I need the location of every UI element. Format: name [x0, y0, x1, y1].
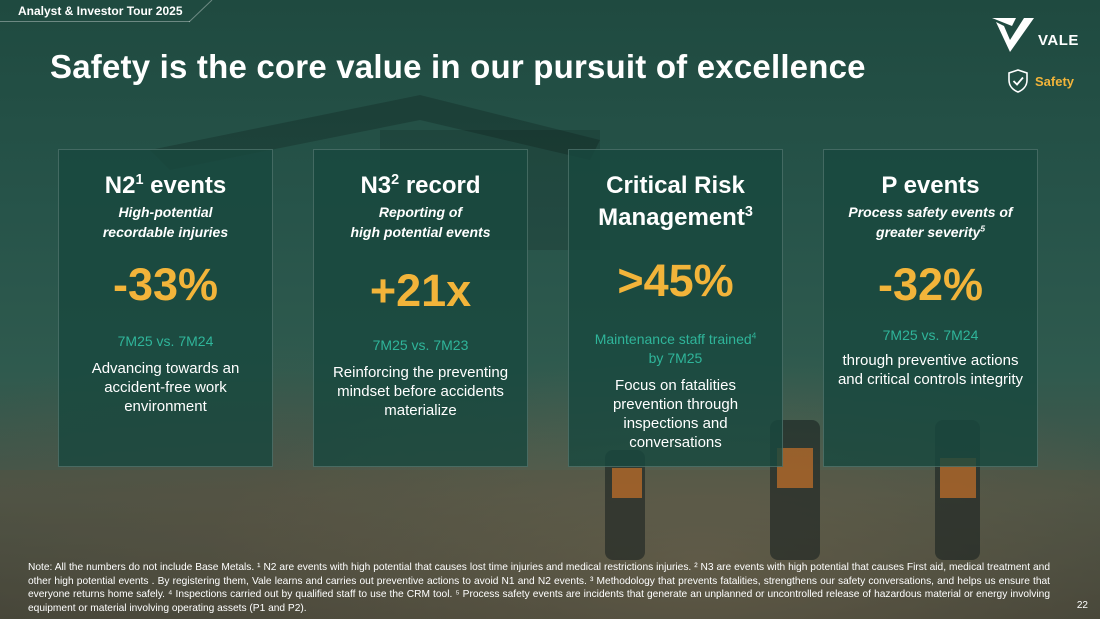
footnote: Note: All the numbers do not include Bas… [28, 562, 1050, 614]
card-value: -33% [112, 259, 219, 310]
card-critical-risk-management: Critical Risk Management3 >45% Maintenanc… [568, 149, 783, 467]
card-title: Critical Risk Management3 [598, 172, 753, 231]
card-value: +21x [369, 265, 472, 316]
card-comparison: Maintenance staff trained4 by 7M25 [594, 330, 757, 366]
section-badge: Safety [1007, 69, 1074, 93]
card-p-events: P events Process safety events of greater… [823, 149, 1038, 467]
card-subtitle: Reporting of high potential events [350, 204, 491, 240]
card-description: Reinforcing the preventing mindset befor… [332, 364, 509, 419]
card-title: N32 record [360, 172, 481, 199]
card-title: N21 events [104, 172, 227, 199]
card-title: P events [881, 172, 980, 199]
event-label: Analyst & Investor Tour 2025 [18, 4, 183, 18]
page-number: 22 [1076, 600, 1088, 611]
card-description: through preventive actions and critical … [837, 352, 1024, 388]
card-value: -32% [877, 259, 984, 310]
shield-check-icon [1008, 69, 1028, 93]
vale-logo-icon [992, 18, 1034, 52]
card-n3-record: N32 record Reporting of high potential ev… [313, 149, 528, 467]
page-title: Safety is the core value in our pursuit … [50, 48, 866, 85]
card-subtitle: Process safety events of greater severity… [848, 204, 1013, 240]
card-n2-events: N21 events High-potential recordable inju… [58, 149, 273, 467]
card-comparison: 7M25 vs. 7M24 [117, 333, 214, 349]
card-description: Advancing towards an accident-free work … [91, 360, 240, 415]
header-divider [0, 21, 190, 22]
badge-label: Safety [1035, 73, 1075, 89]
card-subtitle: High-potential recordable injuries [102, 204, 229, 240]
card-description: Focus on fatalities prevention through i… [612, 377, 739, 451]
card-comparison: 7M25 vs. 7M23 [372, 337, 469, 353]
card-value: >45% [617, 255, 734, 306]
card-comparison: 7M25 vs. 7M24 [882, 327, 979, 343]
logo-text: VALE [1038, 32, 1079, 49]
header-divider-corner [188, 0, 213, 23]
